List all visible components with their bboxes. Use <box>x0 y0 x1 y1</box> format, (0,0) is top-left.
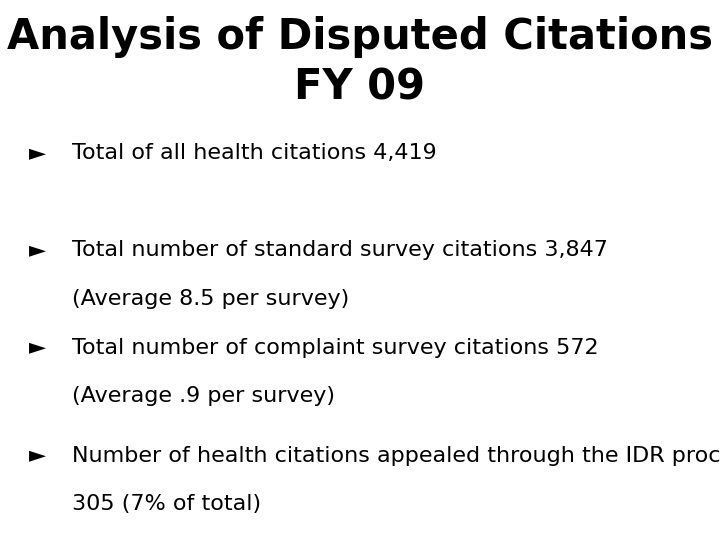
Text: 305 (7% of total): 305 (7% of total) <box>72 494 261 514</box>
Text: Total number of standard survey citations 3,847: Total number of standard survey citation… <box>72 240 608 260</box>
Text: (Average .9 per survey): (Average .9 per survey) <box>72 386 335 406</box>
Text: Total number of complaint survey citations 572: Total number of complaint survey citatio… <box>72 338 598 357</box>
Text: (Average 8.5 per survey): (Average 8.5 per survey) <box>72 289 349 309</box>
Text: Analysis of Disputed Citations
FY 09: Analysis of Disputed Citations FY 09 <box>7 16 713 109</box>
Text: ►: ► <box>29 446 46 465</box>
Text: Total of all health citations 4,419: Total of all health citations 4,419 <box>72 143 437 163</box>
Text: ►: ► <box>29 240 46 260</box>
Text: ►: ► <box>29 338 46 357</box>
Text: Number of health citations appealed through the IDR process: Number of health citations appealed thro… <box>72 446 720 465</box>
Text: ►: ► <box>29 143 46 163</box>
